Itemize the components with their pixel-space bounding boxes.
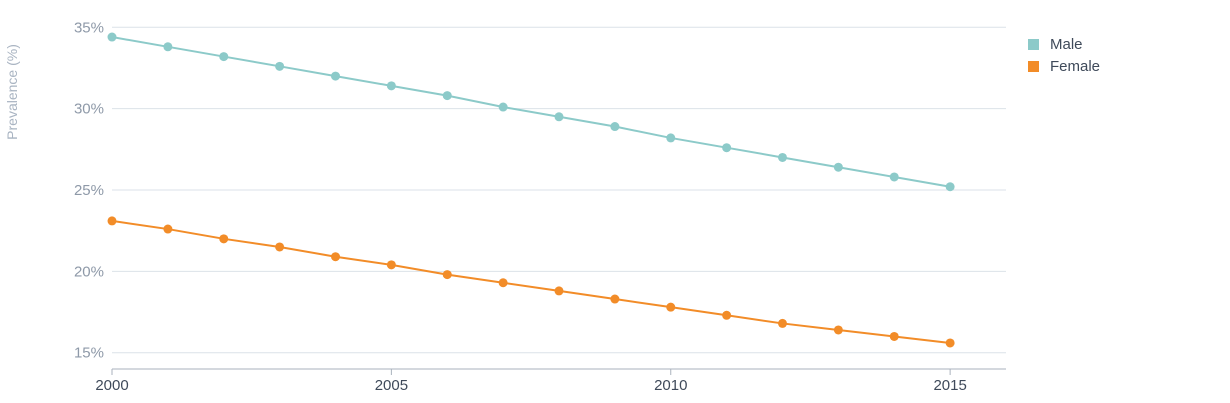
data-point-female[interactable]: [833, 325, 843, 335]
data-point-female[interactable]: [107, 216, 117, 226]
x-tick-label: 2010: [654, 377, 687, 394]
y-tick-label: 20%: [74, 263, 104, 280]
legend-item-female[interactable]: Female: [1028, 55, 1100, 77]
x-tick-label: 2015: [933, 377, 966, 394]
data-point-female[interactable]: [219, 234, 229, 244]
data-point-male[interactable]: [275, 61, 285, 71]
legend-swatch-male: [1028, 38, 1039, 50]
data-point-female[interactable]: [275, 242, 285, 252]
y-tick-label: 35%: [74, 19, 104, 36]
data-point-male[interactable]: [554, 112, 564, 122]
data-point-female[interactable]: [554, 286, 564, 296]
series-group: [107, 32, 955, 348]
data-point-male[interactable]: [498, 102, 508, 112]
data-point-male[interactable]: [610, 122, 620, 132]
series-line-female: [111, 219, 951, 344]
data-point-female[interactable]: [442, 270, 452, 280]
data-point-female[interactable]: [722, 310, 732, 320]
legend-swatch-female: [1028, 60, 1039, 72]
data-point-female[interactable]: [331, 252, 340, 262]
data-point-male[interactable]: [331, 71, 340, 81]
y-tick-label: 25%: [74, 182, 104, 199]
y-axis-ticks: 15% 20% 25% 30% 35%: [74, 19, 104, 361]
data-point-male[interactable]: [889, 172, 899, 182]
data-point-female[interactable]: [778, 318, 787, 328]
y-axis-label: Prevalence (%): [4, 44, 20, 140]
x-axis-ticks: 2000 2005 2010 2015: [95, 369, 967, 394]
y-tick-label: 30%: [74, 101, 104, 118]
data-point-male[interactable]: [833, 162, 843, 172]
data-point-female[interactable]: [666, 302, 676, 312]
legend-item-male[interactable]: Male: [1028, 33, 1100, 55]
data-point-male[interactable]: [442, 91, 452, 101]
data-point-male[interactable]: [107, 32, 117, 42]
data-point-male[interactable]: [778, 152, 787, 162]
legend: Male Female: [1028, 33, 1100, 77]
data-point-male[interactable]: [945, 182, 955, 192]
gridlines: [112, 26, 1006, 354]
legend-label-male: Male: [1050, 35, 1083, 53]
x-tick-label: 2000: [95, 377, 128, 394]
data-point-female[interactable]: [386, 260, 396, 270]
legend-label-female: Female: [1050, 57, 1101, 75]
data-point-male[interactable]: [722, 143, 732, 153]
y-tick-label: 15%: [74, 345, 104, 362]
data-point-male[interactable]: [163, 42, 173, 52]
data-point-female[interactable]: [945, 338, 955, 348]
data-point-male[interactable]: [219, 52, 229, 62]
data-point-female[interactable]: [889, 331, 899, 341]
data-point-male[interactable]: [386, 81, 396, 91]
data-point-male[interactable]: [666, 133, 676, 143]
data-point-female[interactable]: [163, 224, 173, 234]
data-point-female[interactable]: [498, 278, 508, 288]
data-point-female[interactable]: [610, 294, 620, 304]
series-line-male: [111, 36, 951, 188]
x-tick-label: 2005: [375, 377, 408, 394]
